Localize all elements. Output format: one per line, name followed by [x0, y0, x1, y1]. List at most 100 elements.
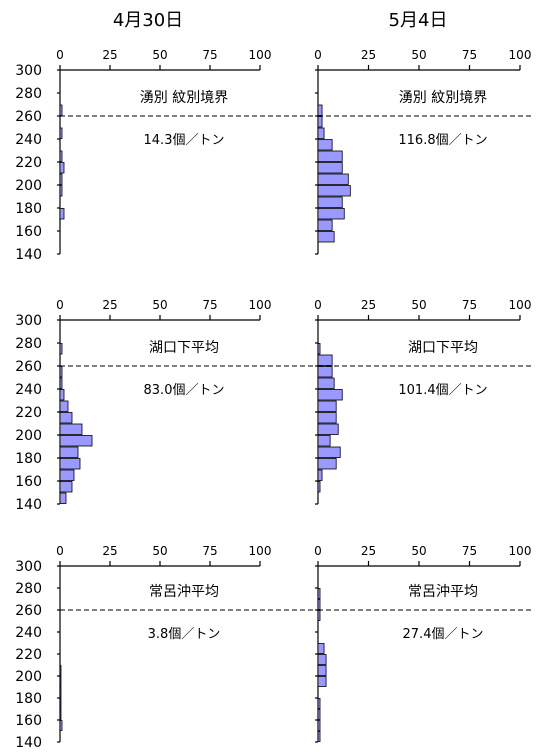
bar-155: [59, 720, 63, 731]
bar-205: [59, 665, 62, 676]
bar-155: [317, 481, 321, 493]
bar-265: [317, 354, 333, 366]
bar-195: [317, 185, 351, 197]
bar-225: [317, 643, 325, 654]
bar-275: [317, 588, 321, 599]
y-tick-label: 180: [15, 451, 42, 467]
density-label: 83.0個／トン: [144, 383, 225, 398]
bar-155: [59, 481, 73, 493]
x-tick-label: 50: [152, 544, 167, 558]
bar-235: [317, 139, 333, 151]
y-tick-label: 260: [15, 359, 42, 375]
site-label: 湧別 紋別境界: [399, 90, 487, 106]
x-tick-label: 25: [102, 48, 117, 62]
y-tick-label: 260: [15, 603, 42, 619]
bar-145: [59, 492, 67, 504]
bar-215: [59, 162, 65, 174]
density-label: 14.3個／トン: [144, 133, 225, 148]
bar-175: [59, 458, 81, 470]
bar-165: [59, 469, 75, 481]
bar-255: [317, 610, 321, 621]
bar-225: [317, 150, 343, 162]
bar-205: [317, 173, 349, 185]
density-label: 101.4個／トン: [398, 383, 487, 398]
bar-175: [317, 208, 345, 220]
x-tick-label: 25: [361, 298, 376, 312]
y-tick-label: 200: [15, 669, 42, 685]
x-tick-label: 75: [202, 298, 217, 312]
y-tick-label: 280: [15, 581, 42, 597]
bar-245: [59, 127, 63, 139]
bar-225: [59, 150, 63, 162]
bar-205: [317, 665, 327, 676]
y-tick-label: 200: [15, 178, 42, 194]
x-tick-label: 100: [509, 298, 532, 312]
bar-255: [317, 116, 323, 128]
x-tick-label: 50: [411, 544, 426, 558]
y-tick-label: 160: [15, 224, 42, 240]
x-tick-label: 100: [249, 48, 272, 62]
bar-185: [59, 446, 79, 458]
bar-255: [59, 366, 63, 378]
y-tick-label: 260: [15, 109, 42, 125]
site-label: 常呂沖平均: [408, 584, 478, 600]
x-tick-label: 0: [56, 298, 64, 312]
x-tick-label: 75: [462, 48, 477, 62]
y-tick-label: 160: [15, 474, 42, 490]
chart-panel-2: 0 25 50 75 100 湧別 紋別境界 116.8個／トン: [314, 48, 534, 255]
bar-215: [317, 412, 337, 424]
column-title-may4: 5月4日: [389, 10, 448, 31]
y-tick-label: 280: [15, 86, 42, 102]
y-tick-label: 140: [15, 735, 42, 751]
density-label: 27.4個／トン: [403, 627, 484, 642]
bar-165: [317, 219, 333, 231]
chart-panel-3: 0 25 50 75 100 300 280 260 240 220 200 180 160 140 湖口下…: [15, 298, 316, 513]
x-tick-label: 100: [249, 298, 272, 312]
bar-205: [317, 423, 339, 435]
site-label: 湖口下平均: [408, 340, 478, 356]
bar-195: [59, 185, 63, 197]
y-tick-label: 300: [15, 559, 42, 575]
y-tick-label: 240: [15, 132, 42, 148]
bar-245: [59, 377, 63, 389]
y-tick-label: 240: [15, 382, 42, 398]
y-tick-label: 300: [15, 63, 42, 79]
bar-175: [317, 458, 337, 470]
y-tick-label: 140: [15, 497, 42, 513]
y-tick-label: 220: [15, 155, 42, 171]
chart-panel-5: 0 25 50 75 100 300 280 260 240 220 200 180 160 140 常呂沖…: [15, 544, 316, 751]
y-tick-label: 220: [15, 647, 42, 663]
x-tick-label: 25: [102, 298, 117, 312]
x-tick-label: 75: [202, 48, 217, 62]
bar-215: [317, 654, 327, 665]
chart-grid: 0 25 50 75 100 300 280 260 240 220 200 180 160 140 湧別 …: [15, 48, 534, 751]
bar-185: [317, 446, 341, 458]
x-tick-label: 75: [202, 544, 217, 558]
bar-205: [59, 173, 63, 185]
x-tick-label: 0: [56, 544, 64, 558]
bar-175: [317, 698, 321, 709]
bar-185: [59, 687, 62, 698]
x-tick-label: 50: [152, 48, 167, 62]
bar-195: [59, 676, 62, 687]
x-tick-label: 75: [462, 298, 477, 312]
bar-265: [317, 104, 323, 116]
y-tick-label: 140: [15, 247, 42, 263]
bar-165: [317, 709, 321, 720]
x-tick-label: 50: [411, 48, 426, 62]
y-tick-label: 300: [15, 313, 42, 329]
y-tick-label: 180: [15, 201, 42, 217]
density-label: 116.8個／トン: [398, 133, 487, 148]
bar-245: [317, 127, 325, 139]
bar-165: [317, 469, 323, 481]
x-tick-label: 75: [462, 544, 477, 558]
bar-275: [59, 343, 63, 355]
bar-155: [317, 231, 335, 243]
x-tick-label: 100: [509, 544, 532, 558]
y-tick-label: 200: [15, 428, 42, 444]
bar-175: [59, 208, 65, 220]
bar-165: [59, 709, 62, 720]
y-tick-label: 180: [15, 691, 42, 707]
bar-275: [317, 343, 321, 355]
bar-195: [59, 435, 93, 447]
